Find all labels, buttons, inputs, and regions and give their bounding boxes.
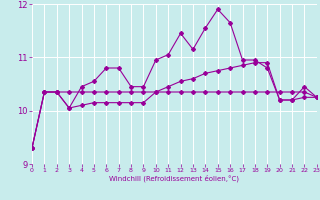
- X-axis label: Windchill (Refroidissement éolien,°C): Windchill (Refroidissement éolien,°C): [109, 175, 239, 182]
